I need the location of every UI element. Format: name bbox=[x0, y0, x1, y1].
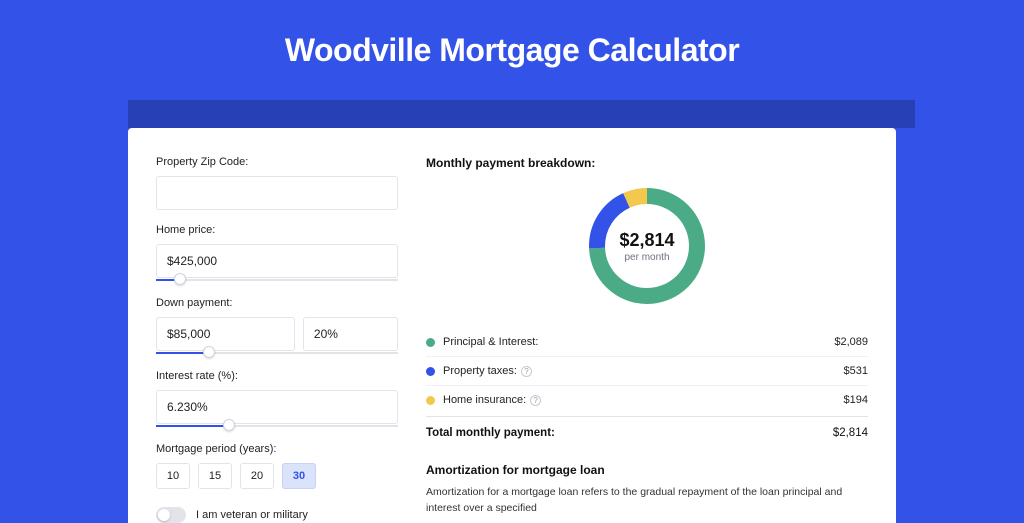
donut-amount: $2,814 bbox=[619, 230, 674, 251]
down-payment-label: Down payment: bbox=[156, 297, 398, 309]
period-options: 10 15 20 30 bbox=[156, 463, 398, 489]
interest-rate-label: Interest rate (%): bbox=[156, 370, 398, 382]
legend-row: Home insurance:?$194 bbox=[426, 386, 868, 414]
home-price-input[interactable] bbox=[156, 244, 398, 278]
page-title: Woodville Mortgage Calculator bbox=[0, 0, 1024, 69]
total-label: Total monthly payment: bbox=[426, 427, 833, 439]
zip-label: Property Zip Code: bbox=[156, 156, 398, 168]
interest-rate-slider[interactable] bbox=[156, 423, 398, 429]
legend-swatch bbox=[426, 338, 435, 347]
period-group: Mortgage period (years): 10 15 20 30 bbox=[156, 443, 398, 489]
period-option-30[interactable]: 30 bbox=[282, 463, 316, 489]
legend-value: $531 bbox=[844, 365, 868, 377]
zip-group: Property Zip Code: bbox=[156, 156, 398, 210]
legend-swatch bbox=[426, 367, 435, 376]
decorative-shadow bbox=[128, 100, 915, 128]
total-row: Total monthly payment: $2,814 bbox=[426, 416, 868, 453]
period-label: Mortgage period (years): bbox=[156, 443, 398, 455]
slider-fill bbox=[156, 352, 209, 354]
donut-chart-wrap: $2,814 per month bbox=[426, 182, 868, 310]
legend-row: Property taxes:?$531 bbox=[426, 357, 868, 386]
donut-sub: per month bbox=[624, 252, 669, 263]
period-option-10[interactable]: 10 bbox=[156, 463, 190, 489]
interest-rate-group: Interest rate (%): bbox=[156, 370, 398, 429]
amortization-title: Amortization for mortgage loan bbox=[426, 463, 868, 477]
period-option-20[interactable]: 20 bbox=[240, 463, 274, 489]
slider-fill bbox=[156, 425, 229, 427]
down-payment-amount-input[interactable] bbox=[156, 317, 295, 351]
legend-value: $2,089 bbox=[834, 336, 868, 348]
down-payment-group: Down payment: bbox=[156, 297, 398, 356]
slider-thumb[interactable] bbox=[174, 273, 186, 285]
slider-thumb[interactable] bbox=[223, 419, 235, 431]
inputs-column: Property Zip Code: Home price: Down paym… bbox=[156, 156, 398, 523]
breakdown-legend: Principal & Interest:$2,089Property taxe… bbox=[426, 328, 868, 414]
info-icon[interactable]: ? bbox=[530, 395, 541, 406]
donut-chart: $2,814 per month bbox=[583, 182, 711, 310]
interest-rate-input[interactable] bbox=[156, 390, 398, 424]
legend-row: Principal & Interest:$2,089 bbox=[426, 328, 868, 357]
period-option-15[interactable]: 15 bbox=[198, 463, 232, 489]
calculator-card: Property Zip Code: Home price: Down paym… bbox=[128, 128, 896, 523]
slider-thumb[interactable] bbox=[203, 346, 215, 358]
veteran-label: I am veteran or military bbox=[196, 509, 308, 521]
total-value: $2,814 bbox=[833, 427, 868, 439]
breakdown-title: Monthly payment breakdown: bbox=[426, 156, 868, 170]
legend-label: Home insurance:? bbox=[443, 394, 844, 406]
donut-center: $2,814 per month bbox=[583, 182, 711, 310]
down-payment-slider[interactable] bbox=[156, 350, 398, 356]
home-price-group: Home price: bbox=[156, 224, 398, 283]
home-price-label: Home price: bbox=[156, 224, 398, 236]
zip-input[interactable] bbox=[156, 176, 398, 210]
legend-label: Property taxes:? bbox=[443, 365, 844, 377]
info-icon[interactable]: ? bbox=[521, 366, 532, 377]
down-payment-pct-input[interactable] bbox=[303, 317, 398, 351]
veteran-toggle[interactable] bbox=[156, 507, 186, 523]
legend-swatch bbox=[426, 396, 435, 405]
legend-label: Principal & Interest: bbox=[443, 336, 834, 348]
breakdown-column: Monthly payment breakdown: $2,814 per mo… bbox=[426, 156, 868, 523]
home-price-slider[interactable] bbox=[156, 277, 398, 283]
slider-track bbox=[156, 279, 398, 281]
veteran-row: I am veteran or military bbox=[156, 507, 398, 523]
legend-value: $194 bbox=[844, 394, 868, 406]
